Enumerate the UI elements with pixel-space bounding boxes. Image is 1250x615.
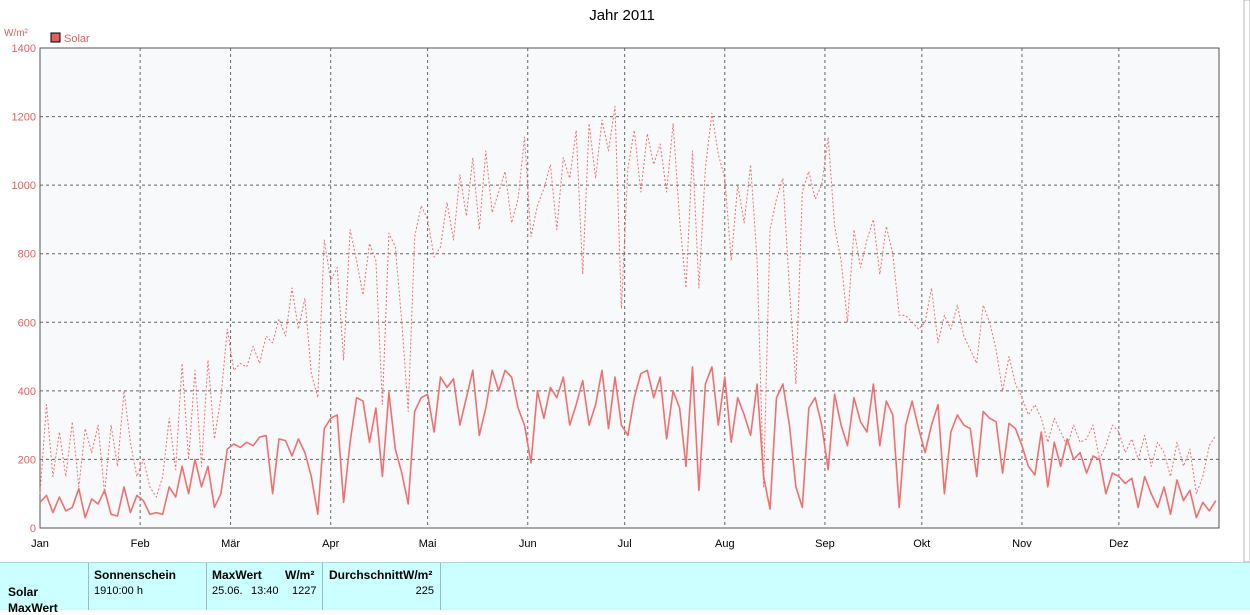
y-tick-label: 400: [18, 386, 36, 398]
legend-label: Solar: [64, 33, 90, 45]
x-tick-label: Jun: [519, 538, 537, 550]
row-labels-cell: Solar MaxWert: [0, 563, 89, 615]
maxwert-unit: W/m²: [285, 568, 315, 582]
series-group: [39, 105, 1217, 519]
x-tick-label: Jul: [618, 538, 632, 550]
grid: [40, 48, 1219, 528]
y-tick-label: 1400: [12, 43, 36, 55]
maxwert-cell: MaxWert W/m² 25.06. 13:40 1227: [207, 563, 323, 610]
plot-area: [39, 47, 1220, 529]
y-ticks: 0 200 400 600 800 1000 1200 1400: [12, 43, 36, 535]
summary-table: Solar MaxWert Sonnenschein 1910:00 h Max…: [0, 562, 1250, 615]
legend: Solar: [50, 32, 90, 45]
x-tick-label: Aug: [715, 538, 735, 550]
x-tick-label: Nov: [1012, 538, 1032, 550]
x-tick-label: Feb: [131, 538, 150, 550]
average-cell: DurchschnittW/m² 225: [323, 563, 441, 610]
y-tick-label: 600: [18, 317, 36, 329]
chart-title: Jahr 2011: [589, 7, 655, 24]
y-tick-label: 800: [18, 249, 36, 261]
solar-chart: Jahr 2011 W/m² Solar 0 200 400 600 800 1000 12…: [4, 0, 1250, 562]
row-label-maxwert: MaxWert: [8, 601, 58, 615]
maxwert-value: 1227: [292, 585, 317, 597]
y-tick-label: 200: [18, 454, 36, 466]
series-line-maxwert: [39, 105, 1217, 498]
maxwert-date: 25.06.: [212, 585, 243, 597]
series-line-solar: [39, 366, 1217, 519]
x-tick-label: Jan: [31, 538, 49, 550]
legend-swatch: [50, 32, 61, 43]
y-axis-label: W/m²: [4, 28, 29, 39]
sunshine-value: 1910:00 h: [94, 585, 143, 597]
average-value: 225: [415, 585, 434, 597]
y-tick-label: 1200: [12, 112, 36, 124]
x-tick-label: Apr: [322, 538, 339, 550]
x-tick-label: Dez: [1109, 538, 1129, 550]
maxwert-header: MaxWert: [212, 568, 262, 582]
sunshine-cell: Sonnenschein 1910:00 h: [89, 563, 207, 610]
right-scrollbar-edge[interactable]: [1243, 0, 1250, 562]
x-tick-label: Sep: [815, 538, 835, 550]
x-tick-label: Okt: [913, 538, 930, 550]
average-header: DurchschnittW/m²: [329, 568, 433, 582]
row-label-solar: Solar: [8, 585, 39, 599]
x-tick-label: Mai: [419, 538, 437, 550]
maxwert-time: 13:40: [251, 585, 279, 597]
sunshine-header: Sonnenschein: [94, 568, 177, 582]
y-tick-label: 0: [30, 523, 36, 535]
y-tick-label: 1000: [12, 180, 36, 192]
x-tick-label: Mär: [221, 538, 240, 550]
x-ticks: Jan Feb Mär Apr Mai Jun Jul Aug Sep Okt Nov Dez: [31, 538, 1129, 550]
